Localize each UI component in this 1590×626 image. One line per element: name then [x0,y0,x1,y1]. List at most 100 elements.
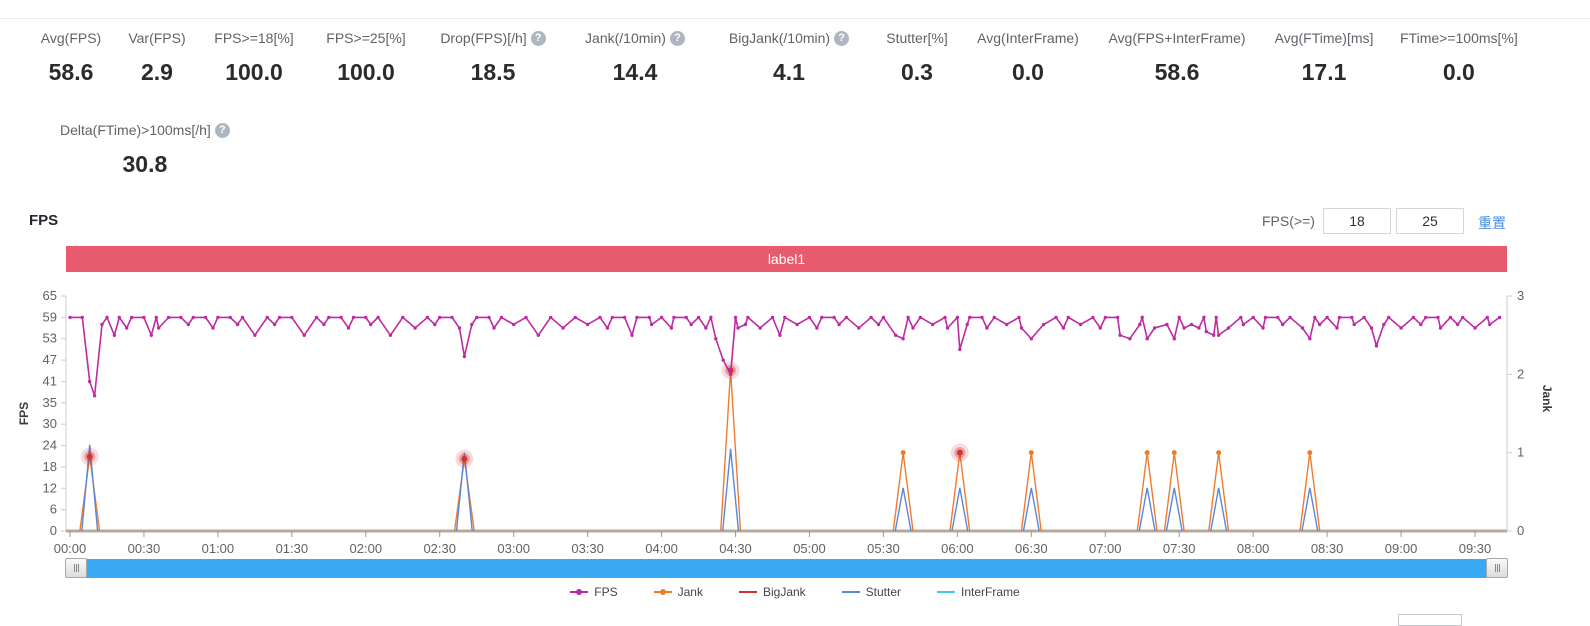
fps-point [203,315,208,320]
fps-point [635,315,639,320]
fps-point [721,358,725,362]
fps-point [901,337,905,341]
stutter-spike [1210,487,1228,532]
fps-point [1140,315,1144,320]
fps-point [1098,326,1103,330]
fps-point [105,315,109,320]
fps-point [647,315,651,320]
fps-point [346,326,351,330]
fps-point [487,315,491,320]
metric: Avg(FPS) 58.6 [38,30,104,86]
fps-point [80,315,85,320]
fps-point [438,315,442,320]
metric-value: 30.8 [122,151,168,177]
fps-point [549,315,553,320]
fps-point [369,322,373,327]
metric-value: 17.1 [1301,59,1347,85]
legend-swatch [570,589,589,595]
fps-point [684,315,688,320]
bigjank-marker [727,367,734,374]
fps-point [322,322,326,327]
partial-input[interactable] [1398,614,1462,626]
fps-line [70,314,1501,396]
fps-threshold-label: FPS(>=) [1262,213,1315,229]
legend-item-interframe[interactable]: InterFrame [937,585,1020,599]
fps-point [1448,315,1453,320]
legend-label: BigJank [762,585,806,599]
metric-value: 0.0 [1012,59,1044,85]
help-icon[interactable]: ? [214,122,230,138]
bigjank-halo-inner [84,451,96,463]
fps-point [475,315,479,320]
metric-label: Avg(FTime)[ms] [1274,30,1374,46]
metric-value: 58.6 [1154,59,1200,85]
fps-point [1165,322,1169,327]
metric-value: 0.0 [1442,59,1475,85]
x-tick-label: 02:00 [350,541,383,556]
y-tick-label: 47 [43,352,57,367]
fps-point [1214,315,1218,320]
help-icon[interactable]: ? [530,30,546,46]
x-tick-label: 06:30 [1015,541,1048,556]
chart-range-scrollbar[interactable] [65,558,1508,578]
y-tick-label: 0 [1517,523,1524,538]
fps-point [965,322,969,327]
fps-point [955,315,960,320]
scrollbar-right-handle[interactable] [1486,558,1508,578]
fps-point [561,326,565,330]
metric-value: 2.9 [141,59,173,85]
fps-point [351,315,356,320]
grip-icon [1498,564,1500,572]
jank-spike [1136,452,1158,532]
fps-point [945,326,950,330]
fps-point [1138,322,1142,327]
help-icon[interactable]: ? [834,30,850,46]
fps-threshold-input-1[interactable] [1323,208,1391,234]
metric-label: FTime>=100ms[%] [1400,30,1518,46]
fps-point [1369,326,1374,330]
legend-item-jank[interactable]: Jank [653,585,703,599]
fps-point [1382,322,1386,327]
legend-item-fps[interactable]: FPS [570,585,618,599]
fps-point [1251,315,1255,320]
fps-point [1005,322,1009,327]
fps-point [1300,326,1305,330]
fps-point [92,394,97,398]
y-tick-label: 12 [43,480,57,495]
reset-link[interactable]: 重置 [1478,215,1506,231]
y-tick-label: 0 [50,523,57,538]
y-tick-label: 1 [1517,445,1524,460]
fps-point [302,333,306,337]
fps-point [1263,315,1268,320]
fps-point [68,315,72,320]
legend-swatch [937,591,956,593]
fps-point [857,326,861,330]
fps-point [112,333,117,337]
scrollbar-left-handle[interactable] [65,558,87,578]
fps-point [1488,322,1492,327]
grip-icon [1496,564,1498,572]
fps-point [1078,322,1083,327]
bigjank-marker [956,449,963,456]
fps-point [327,315,331,320]
grip-icon [77,564,79,572]
legend-item-stutter[interactable]: Stutter [841,585,901,599]
fps-point [1041,322,1046,327]
fps-point [689,322,693,327]
fps-point [339,315,343,320]
fps-threshold-input-2[interactable] [1396,208,1464,234]
fps-point [807,315,812,320]
bigjank-halo [950,443,969,462]
fps-point [1308,337,1312,341]
fps-point [433,322,437,327]
help-icon[interactable]: ? [669,30,685,46]
fps-point [253,333,257,337]
fps-point [659,315,664,320]
fps-point [714,337,718,341]
fps-point [154,315,158,320]
fps-point [1118,333,1122,337]
metric-label: Jank(/10min)? [585,30,685,46]
legend-item-bigjank[interactable]: BigJank [738,585,806,599]
fps-point [1473,326,1477,330]
